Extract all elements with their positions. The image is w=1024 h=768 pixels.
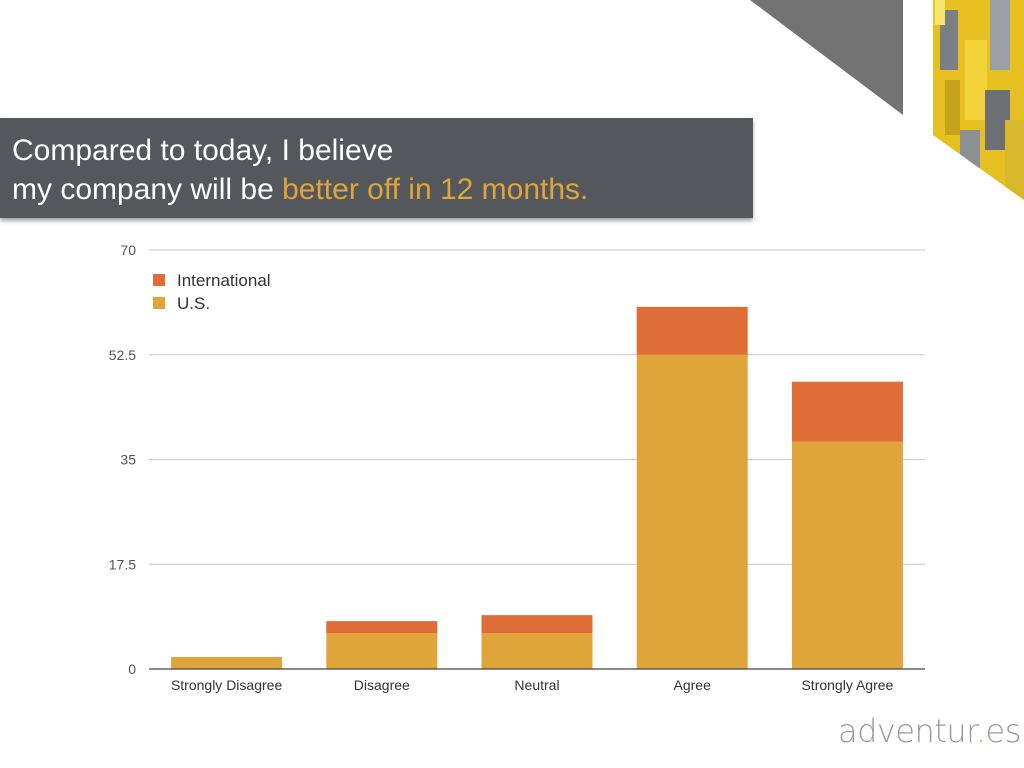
bar-international-agree xyxy=(636,306,748,355)
x-tick-label: Strongly Agree xyxy=(801,677,893,693)
x-tick-label: Neutral xyxy=(514,677,559,693)
x-tick-label: Agree xyxy=(674,677,712,693)
x-tick-label: Disagree xyxy=(354,677,410,693)
title-line-2: my company will be better off in 12 mont… xyxy=(12,170,753,209)
brand-logo-dot: . xyxy=(975,712,986,750)
brand-logo: adventur.es xyxy=(838,712,1021,750)
legend-swatch xyxy=(153,274,165,286)
title-line-1: Compared to today, I believe xyxy=(12,134,394,167)
x-tick-label: Strongly Disagree xyxy=(171,677,282,693)
bar-international-disagree xyxy=(326,621,438,634)
y-tick-label: 52.5 xyxy=(109,347,136,363)
legend-swatch xyxy=(153,297,165,309)
bar-u-s-strongly-agree xyxy=(791,441,903,669)
y-tick-label: 35 xyxy=(120,452,136,468)
bar-international-strongly-agree xyxy=(791,381,903,442)
bar-u-s-agree xyxy=(636,354,748,669)
legend-label: U.S. xyxy=(177,294,210,313)
brand-logo-part-2: es xyxy=(985,712,1022,750)
bar-u-s-disagree xyxy=(326,633,438,669)
y-tick-label: 70 xyxy=(120,242,136,258)
bar-u-s-strongly-disagree xyxy=(171,657,283,669)
legend-label: International xyxy=(177,271,271,290)
bar-u-s-neutral xyxy=(481,633,593,669)
bar-international-neutral xyxy=(481,615,593,634)
title-banner: Compared to today, I believe my company … xyxy=(0,118,753,218)
y-tick-label: 17.5 xyxy=(109,556,136,572)
brand-logo-part-1: adventur xyxy=(838,712,976,750)
title-highlight: better off in 12 months. xyxy=(282,173,589,206)
title-line-2-prefix: my company will be xyxy=(12,173,283,206)
y-tick-label: 0 xyxy=(128,661,136,677)
